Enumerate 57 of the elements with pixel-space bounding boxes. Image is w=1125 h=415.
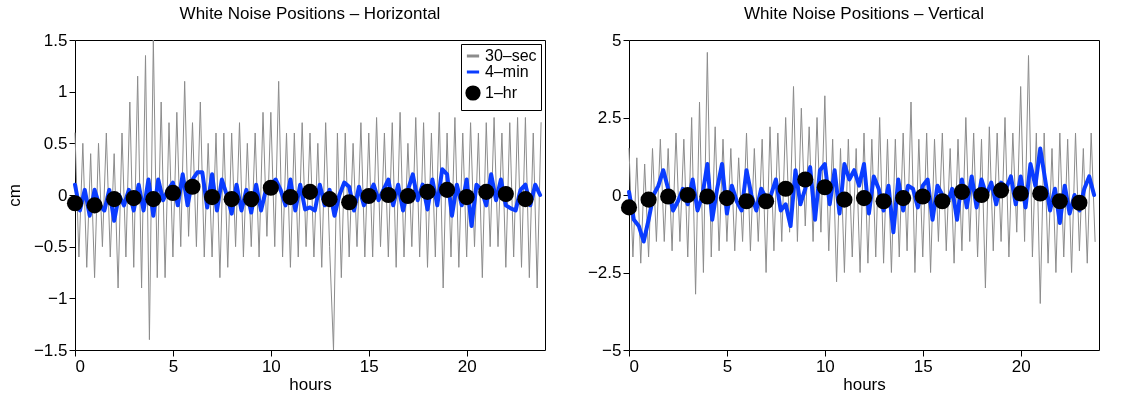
y-axis-title: cm bbox=[4, 184, 24, 207]
point bbox=[660, 188, 677, 205]
line-series bbox=[628, 51, 1096, 304]
point bbox=[699, 188, 716, 205]
legend-label: 4–min bbox=[485, 63, 529, 80]
point bbox=[777, 180, 794, 197]
y-tick-label: −5 bbox=[602, 340, 622, 360]
y-tick-label: 0.5 bbox=[43, 133, 68, 153]
point bbox=[758, 193, 775, 210]
x-tick-label: 15 bbox=[913, 356, 933, 376]
x-tick-label: 10 bbox=[261, 356, 281, 376]
y-tick-label: 1 bbox=[58, 82, 68, 102]
point bbox=[816, 179, 833, 196]
point bbox=[738, 193, 755, 210]
point bbox=[953, 183, 970, 200]
point bbox=[640, 191, 657, 208]
point bbox=[836, 191, 853, 208]
x-tick-label: 20 bbox=[1011, 356, 1031, 376]
point bbox=[973, 186, 990, 204]
point bbox=[718, 190, 735, 207]
point bbox=[1051, 193, 1068, 210]
chart-title: White Noise Positions – Vertical bbox=[744, 4, 984, 23]
point bbox=[1032, 185, 1049, 202]
point bbox=[875, 193, 892, 210]
y-tick-label: −1 bbox=[48, 288, 68, 308]
point bbox=[1071, 194, 1088, 211]
point bbox=[679, 186, 696, 204]
point bbox=[914, 188, 931, 205]
y-tick-label: −2.5 bbox=[587, 263, 622, 282]
point bbox=[797, 171, 814, 188]
legend-label: 30–sec bbox=[485, 47, 537, 64]
point bbox=[1012, 185, 1029, 202]
x-axis-title: hours bbox=[843, 374, 886, 394]
y-tick-label: 0 bbox=[612, 185, 622, 205]
point bbox=[855, 190, 873, 207]
x-axis-title: hours bbox=[289, 374, 332, 394]
x-tick-label: 0 bbox=[75, 356, 85, 376]
y-tick-label: −0.5 bbox=[33, 237, 68, 257]
y-tick-label: 1.5 bbox=[43, 30, 68, 50]
x-tick-label: 20 bbox=[457, 356, 477, 376]
x-tick-label: 15 bbox=[359, 356, 379, 376]
y-tick-label: 0 bbox=[58, 185, 68, 205]
x-tick-label: 10 bbox=[815, 356, 835, 376]
x-tick-label: 5 bbox=[168, 356, 179, 376]
point bbox=[934, 193, 951, 210]
y-tick-label: −1.5 bbox=[33, 340, 68, 360]
legend-label: 1–hr bbox=[485, 84, 518, 101]
line-series bbox=[74, 39, 542, 351]
y-tick-label: 2.5 bbox=[597, 108, 622, 127]
chart-title: White Noise Positions – Horizontal bbox=[179, 4, 441, 23]
line-series bbox=[627, 146, 1097, 244]
x-tick-label: 0 bbox=[629, 356, 639, 376]
point bbox=[895, 190, 912, 207]
point bbox=[993, 182, 1010, 199]
y-tick-label: 5 bbox=[612, 30, 622, 50]
point bbox=[620, 199, 638, 216]
x-tick-label: 5 bbox=[722, 356, 733, 376]
